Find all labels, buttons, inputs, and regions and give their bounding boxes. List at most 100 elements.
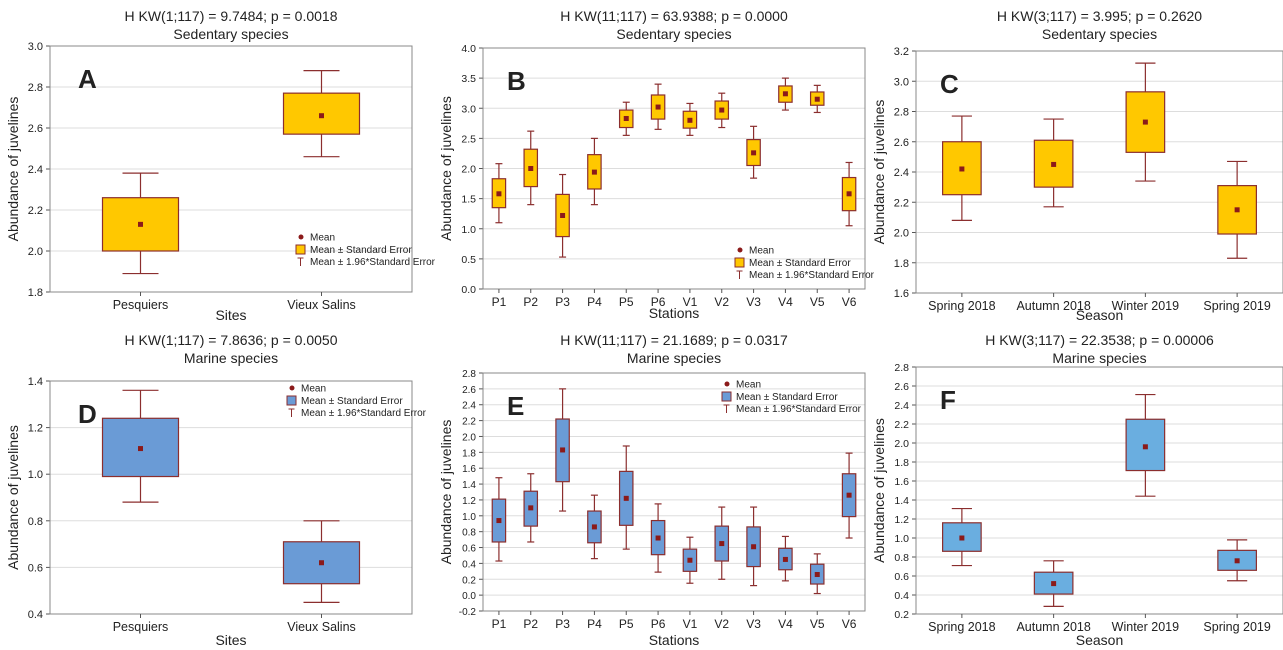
y-tick-label: 0.8 — [28, 516, 43, 528]
y-tick-label: 1.5 — [461, 194, 476, 206]
box-v2 — [714, 506, 730, 580]
box-p1 — [491, 163, 507, 224]
box-winter-2019 — [1125, 62, 1166, 182]
chart-subtitle: Marine species — [1052, 350, 1146, 366]
box-spring-2019 — [1217, 160, 1257, 259]
y-tick-label: 0.0 — [461, 284, 476, 296]
chart-panel-e: H KW(11;117) = 21.1689; p = 0.0317 Marine… — [438, 332, 866, 648]
mean-point — [655, 104, 661, 110]
y-tick-label: 1.0 — [28, 469, 43, 481]
y-tick-label: 1.4 — [462, 480, 476, 491]
box-v4 — [778, 535, 793, 582]
legend-mean-marker — [737, 247, 743, 253]
x-tick-label: P1 — [492, 617, 507, 631]
box-p4 — [587, 494, 602, 560]
mean-point — [591, 169, 597, 175]
x-tick-label: Pesquiers — [113, 298, 169, 312]
y-tick-label: 1.6 — [894, 476, 909, 488]
mean-point — [959, 166, 965, 172]
y-tick-label: -0.2 — [459, 607, 477, 618]
x-tick-label: Vieux Salins — [287, 620, 356, 634]
y-tick-label: 0.6 — [28, 562, 43, 574]
x-tick-label: P1 — [492, 295, 507, 309]
y-tick-label: 2.4 — [894, 167, 909, 179]
y-tick-label: 2.2 — [894, 197, 909, 209]
box-p5 — [618, 445, 634, 550]
y-tick-label: 2.6 — [28, 123, 43, 135]
x-tick-label: P2 — [523, 617, 538, 631]
mean-point — [528, 505, 534, 511]
mean-point — [496, 191, 502, 197]
x-tick-label: V4 — [778, 295, 793, 309]
y-tick-label: 4.0 — [461, 43, 476, 55]
x-tick-label: P6 — [651, 295, 666, 309]
y-tick-label: 2.8 — [462, 369, 476, 380]
box-spring-2018 — [942, 115, 982, 221]
mean-point — [687, 117, 693, 123]
plot-frame — [482, 372, 866, 612]
box-p1 — [491, 477, 507, 562]
legend-se-marker — [295, 244, 306, 255]
legend-se-label: Mean ± Standard Error — [736, 392, 838, 403]
box-spring-2019 — [1217, 539, 1257, 582]
chart-subtitle: Sedentary species — [1042, 26, 1157, 42]
y-tick-label: 2.2 — [894, 419, 909, 431]
box-pesquiers — [101, 389, 180, 503]
y-tick-label: 2.0 — [461, 164, 476, 176]
box-v6 — [841, 452, 857, 539]
x-tick-label: V1 — [683, 295, 698, 309]
x-tick-label: Winter 2019 — [1112, 620, 1179, 634]
box-v6 — [841, 161, 857, 227]
plot-frame — [49, 380, 413, 615]
y-tick-label: 0.8 — [894, 552, 909, 564]
mean-point — [1142, 119, 1148, 125]
box-autumn-2018 — [1033, 560, 1074, 608]
box-v5 — [809, 553, 825, 595]
y-tick-label: 0.8 — [462, 528, 476, 539]
legend-se-marker — [721, 391, 732, 402]
chart-subtitle: Sedentary species — [173, 26, 288, 42]
x-axis-label: Season — [1076, 632, 1123, 648]
box-v4 — [778, 77, 793, 111]
chart-subtitle: Marine species — [627, 350, 721, 366]
mean-point — [751, 544, 757, 550]
y-tick-label: 2.2 — [462, 417, 476, 428]
legend-mean-label: Mean — [310, 233, 335, 244]
y-tick-label: 2.0 — [462, 432, 476, 443]
mean-point — [623, 115, 629, 121]
box-spring-2018 — [942, 507, 982, 567]
legend-se-label: Mean ± Standard Error — [310, 245, 412, 256]
y-axis-label: Abundance of juvelines — [438, 96, 454, 241]
legend-mean-marker — [298, 234, 304, 240]
y-tick-label: 2.8 — [28, 82, 43, 94]
chart-title: H KW(3;117) = 22.3538; p = 0.00006 — [985, 332, 1214, 348]
box-v1 — [682, 102, 698, 136]
chart-title: H KW(3;117) = 3.995; p = 0.2620 — [997, 8, 1202, 24]
legend-ci-label: Mean ± 1.96*Standard Error — [301, 408, 427, 419]
y-tick-label: 0.2 — [462, 575, 476, 586]
box-p2 — [523, 130, 539, 206]
mean-point — [687, 557, 693, 563]
x-tick-label: Autumn 2018 — [1016, 620, 1090, 634]
mean-point — [782, 556, 788, 562]
x-tick-label: V2 — [714, 295, 729, 309]
y-tick-label: 2.0 — [894, 438, 909, 450]
y-tick-label: 1.8 — [894, 258, 909, 270]
y-axis-label: Abundance of juvelines — [5, 97, 21, 242]
x-tick-label: V3 — [746, 295, 761, 309]
mean-point — [814, 572, 820, 578]
panel-label: E — [507, 391, 524, 421]
legend-se-marker — [734, 257, 745, 268]
y-tick-label: 1.6 — [894, 288, 909, 300]
mean-point — [138, 221, 143, 227]
x-tick-label: P5 — [619, 295, 634, 309]
mean-point — [751, 150, 757, 156]
box-pesquiers — [101, 172, 180, 275]
x-tick-label: Spring 2019 — [1203, 299, 1270, 313]
y-tick-label: 0.2 — [894, 609, 909, 621]
y-tick-label: 0.4 — [894, 590, 909, 602]
box-winter-2019 — [1125, 393, 1166, 497]
